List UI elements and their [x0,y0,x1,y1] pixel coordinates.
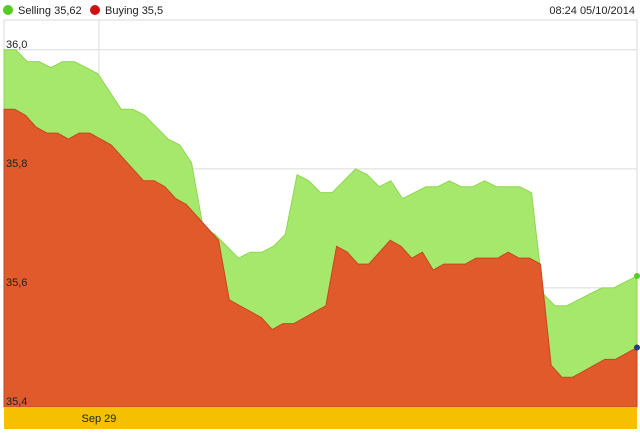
buying-area [3,108,638,408]
y-tick-label: 35,8 [6,158,27,170]
selling-end-marker [634,273,640,280]
buying-legend-label: Buying 35,5 [105,5,163,17]
x-tick-label: Sep 29 [82,413,117,425]
y-tick-label: 35,4 [6,396,27,408]
selling-legend-marker [3,5,13,15]
x-axis-band [4,407,637,429]
plot-area: 36,0 35,8 35,6 35,4 Sep 29 [3,19,640,429]
y-tick-label: 36,0 [6,39,27,51]
buying-end-marker [634,344,640,351]
selling-legend-label: Selling 35,62 [18,5,82,17]
y-tick-label: 35,6 [6,277,27,289]
buying-legend-marker [90,5,100,15]
timestamp-label: 08:24 05/10/2014 [549,5,635,17]
legend: Selling 35,62 Buying 35,5 08:24 05/10/20… [3,5,635,17]
